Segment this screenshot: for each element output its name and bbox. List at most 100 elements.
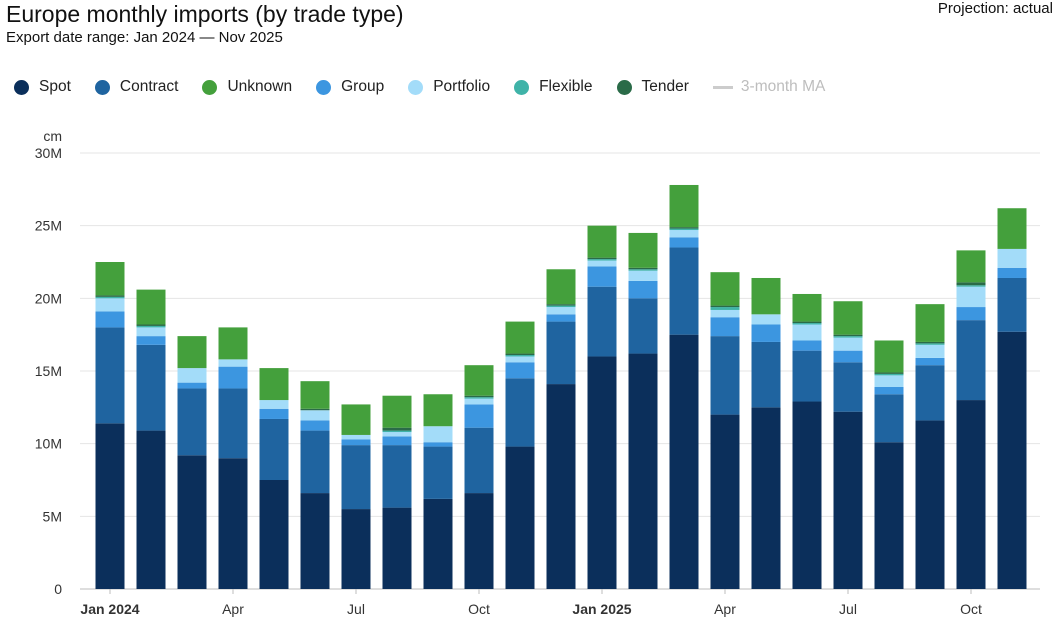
bar-segment-tender[interactable] bbox=[669, 227, 699, 229]
bar-segment-tender[interactable] bbox=[95, 295, 125, 297]
bar-segment-contract[interactable] bbox=[259, 418, 289, 480]
bar-segment-unknown[interactable] bbox=[833, 301, 863, 335]
bar-segment-spot[interactable] bbox=[546, 384, 576, 589]
bar-segment-tender[interactable] bbox=[710, 305, 740, 308]
bar-segment-tender[interactable] bbox=[587, 257, 617, 260]
bar-segment-contract[interactable] bbox=[751, 341, 781, 408]
bar-segment-spot[interactable] bbox=[997, 331, 1027, 589]
bar-segment-flexible[interactable] bbox=[505, 355, 535, 357]
bar-segment-contract[interactable] bbox=[956, 320, 986, 401]
bar-segment-group[interactable] bbox=[874, 386, 904, 395]
bar-segment-group[interactable] bbox=[218, 366, 248, 389]
bar-segment-group[interactable] bbox=[177, 382, 207, 389]
legend-item-flexible[interactable]: Flexible bbox=[514, 78, 593, 96]
bar-segment-portfolio[interactable] bbox=[751, 314, 781, 325]
bar-segment-contract[interactable] bbox=[915, 365, 945, 421]
bar-segment-unknown[interactable] bbox=[177, 336, 207, 369]
bar-segment-spot[interactable] bbox=[710, 414, 740, 589]
bar-segment-spot[interactable] bbox=[259, 480, 289, 589]
bar-segment-group[interactable] bbox=[464, 404, 494, 428]
bar-segment-flexible[interactable] bbox=[546, 305, 576, 308]
bar-segment-group[interactable] bbox=[546, 314, 576, 322]
bar-segment-unknown[interactable] bbox=[300, 381, 330, 409]
bar-stack-jul-2024[interactable] bbox=[341, 404, 371, 589]
legend-item-tender[interactable]: Tender bbox=[616, 78, 689, 96]
bar-segment-tender[interactable] bbox=[464, 395, 494, 398]
bar-segment-group[interactable] bbox=[997, 267, 1027, 278]
legend-item-spot[interactable]: Spot bbox=[14, 78, 71, 96]
legend-item-group[interactable]: Group bbox=[316, 78, 384, 96]
bar-segment-contract[interactable] bbox=[218, 388, 248, 459]
bar-segment-group[interactable] bbox=[792, 340, 822, 351]
bar-segment-tender[interactable] bbox=[505, 353, 535, 356]
bar-stack-feb-2024[interactable] bbox=[136, 289, 166, 589]
bar-segment-group[interactable] bbox=[751, 324, 781, 342]
bar-segment-flexible[interactable] bbox=[628, 269, 658, 271]
bar-stack-may-2025[interactable] bbox=[751, 277, 781, 589]
bar-stack-aug-2024[interactable] bbox=[382, 395, 412, 589]
bar-segment-spot[interactable] bbox=[136, 430, 166, 589]
bar-segment-spot[interactable] bbox=[792, 401, 822, 589]
bar-segment-spot[interactable] bbox=[423, 498, 453, 589]
bar-segment-spot[interactable] bbox=[587, 356, 617, 589]
bar-segment-unknown[interactable] bbox=[382, 395, 412, 428]
bar-segment-portfolio[interactable] bbox=[628, 270, 658, 281]
bar-segment-flexible[interactable] bbox=[792, 323, 822, 325]
bar-segment-tender[interactable] bbox=[874, 372, 904, 374]
bar-segment-spot[interactable] bbox=[177, 455, 207, 589]
bar-segment-group[interactable] bbox=[956, 307, 986, 321]
bar-segment-spot[interactable] bbox=[341, 509, 371, 589]
bar-segment-portfolio[interactable] bbox=[464, 398, 494, 405]
bar-segment-contract[interactable] bbox=[546, 321, 576, 385]
bar-segment-contract[interactable] bbox=[710, 336, 740, 415]
bar-segment-portfolio[interactable] bbox=[833, 337, 863, 351]
bar-segment-contract[interactable] bbox=[382, 445, 412, 508]
bar-segment-flexible[interactable] bbox=[136, 325, 166, 328]
bar-segment-flexible[interactable] bbox=[587, 259, 617, 261]
bar-segment-portfolio[interactable] bbox=[423, 426, 453, 443]
bar-segment-group[interactable] bbox=[259, 408, 289, 419]
bar-segment-unknown[interactable] bbox=[218, 327, 248, 360]
bar-segment-unknown[interactable] bbox=[136, 289, 166, 325]
bar-segment-flexible[interactable] bbox=[669, 228, 699, 231]
bar-segment-portfolio[interactable] bbox=[915, 344, 945, 358]
bar-segment-unknown[interactable] bbox=[423, 394, 453, 427]
bar-segment-flexible[interactable] bbox=[382, 430, 412, 433]
bar-segment-unknown[interactable] bbox=[587, 225, 617, 258]
bar-segment-tender[interactable] bbox=[136, 324, 166, 326]
bar-segment-flexible[interactable] bbox=[464, 397, 494, 399]
bar-segment-group[interactable] bbox=[710, 317, 740, 337]
bar-stack-apr-2025[interactable] bbox=[710, 272, 740, 589]
bar-stack-aug-2025[interactable] bbox=[874, 340, 904, 589]
bar-segment-group[interactable] bbox=[136, 336, 166, 345]
bar-stack-dec-2024[interactable] bbox=[546, 269, 576, 589]
bar-stack-jan-2024[interactable] bbox=[95, 262, 125, 589]
bar-segment-group[interactable] bbox=[669, 237, 699, 248]
bar-segment-spot[interactable] bbox=[300, 493, 330, 589]
bar-segment-group[interactable] bbox=[300, 420, 330, 431]
bar-segment-contract[interactable] bbox=[628, 298, 658, 354]
bar-segment-portfolio[interactable] bbox=[218, 359, 248, 367]
bar-segment-contract[interactable] bbox=[505, 378, 535, 447]
bar-stack-jan-2025[interactable] bbox=[587, 225, 617, 589]
bar-segment-contract[interactable] bbox=[136, 344, 166, 431]
bar-segment-unknown[interactable] bbox=[464, 365, 494, 396]
bar-segment-spot[interactable] bbox=[874, 442, 904, 589]
bar-segment-group[interactable] bbox=[833, 350, 863, 363]
bar-segment-portfolio[interactable] bbox=[177, 368, 207, 383]
bar-segment-portfolio[interactable] bbox=[874, 375, 904, 387]
bar-segment-flexible[interactable] bbox=[710, 307, 740, 310]
bar-segment-spot[interactable] bbox=[382, 507, 412, 589]
legend-item-contract[interactable]: Contract bbox=[94, 78, 178, 96]
bar-segment-portfolio[interactable] bbox=[710, 309, 740, 318]
bar-segment-spot[interactable] bbox=[464, 493, 494, 589]
bar-segment-contract[interactable] bbox=[997, 277, 1027, 332]
bar-segment-group[interactable] bbox=[915, 357, 945, 366]
bar-segment-spot[interactable] bbox=[915, 420, 945, 589]
bar-segment-spot[interactable] bbox=[628, 353, 658, 589]
bar-segment-tender[interactable] bbox=[956, 282, 986, 286]
bar-segment-unknown[interactable] bbox=[792, 293, 822, 322]
bar-segment-portfolio[interactable] bbox=[259, 400, 289, 409]
bar-stack-feb-2025[interactable] bbox=[628, 232, 658, 589]
bar-segment-group[interactable] bbox=[382, 436, 412, 446]
